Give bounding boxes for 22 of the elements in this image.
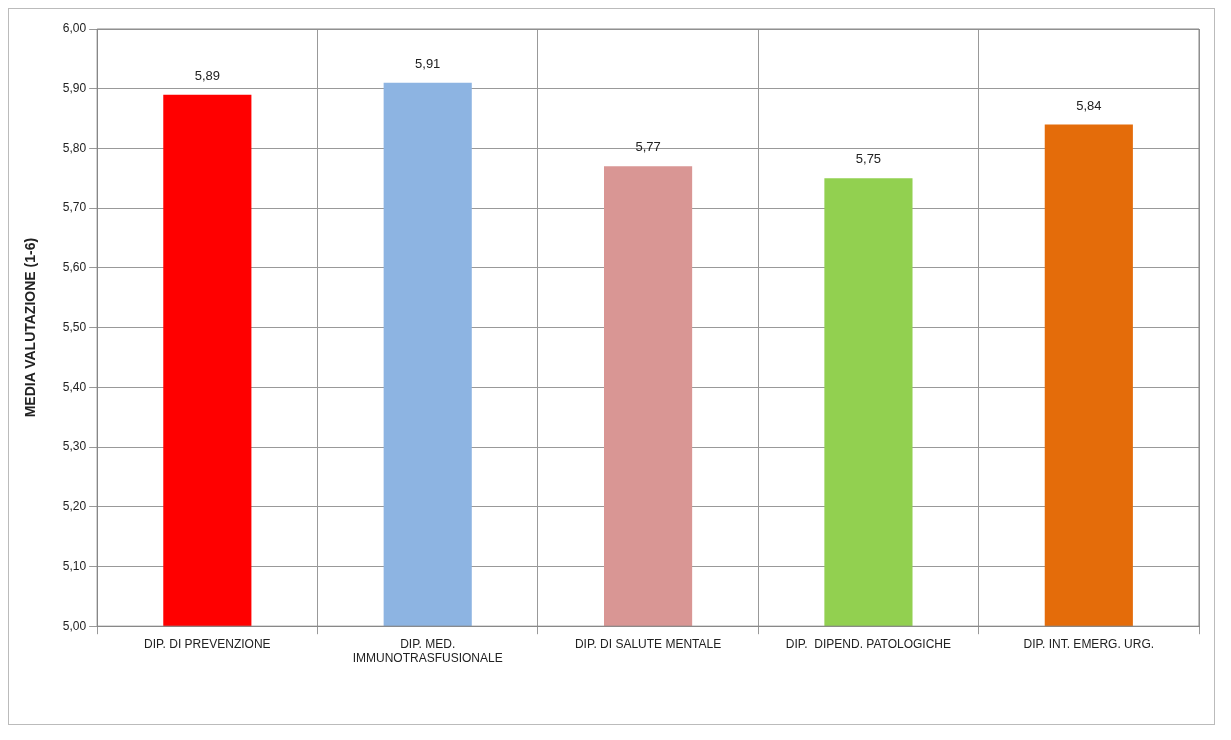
y-tick-label: 5,20 [62,499,87,514]
y-tick-label: 5,80 [62,140,87,155]
y-tick-label: 6,00 [62,21,87,36]
x-tick-label: DIP. DIPEND. PATOLOGICHE [785,636,952,651]
data-label: 5,75 [855,151,882,167]
y-tick-label: 5,10 [62,558,87,573]
data-label: 5,89 [194,67,220,83]
y-tick-label: 5,70 [62,200,87,215]
data-label: 5,91 [415,55,441,71]
data-label: 5,84 [1076,97,1102,113]
x-tick-label: DIP. DI PREVENZIONE [144,636,271,651]
x-tick-label: DIP. MED. IMMUNOTRASFUSIONALE [352,636,503,666]
y-tick-label: 5,40 [62,379,87,394]
y-tick-label: 5,00 [62,618,87,633]
y-tick-label: 5,50 [62,319,87,334]
y-tick-label: 5,30 [62,439,87,454]
data-label: 5,77 [635,139,661,155]
x-tick-label: DIP. INT. EMERG. URG. [1023,636,1155,651]
y-tick-label: 5,90 [62,81,87,96]
x-tick-label: DIP. DI SALUTE MENTALE [574,636,722,651]
y-tick-label: 5,60 [62,260,87,275]
y-axis-title: MEDIA VALUTAZIONE (1-6) [22,237,39,418]
